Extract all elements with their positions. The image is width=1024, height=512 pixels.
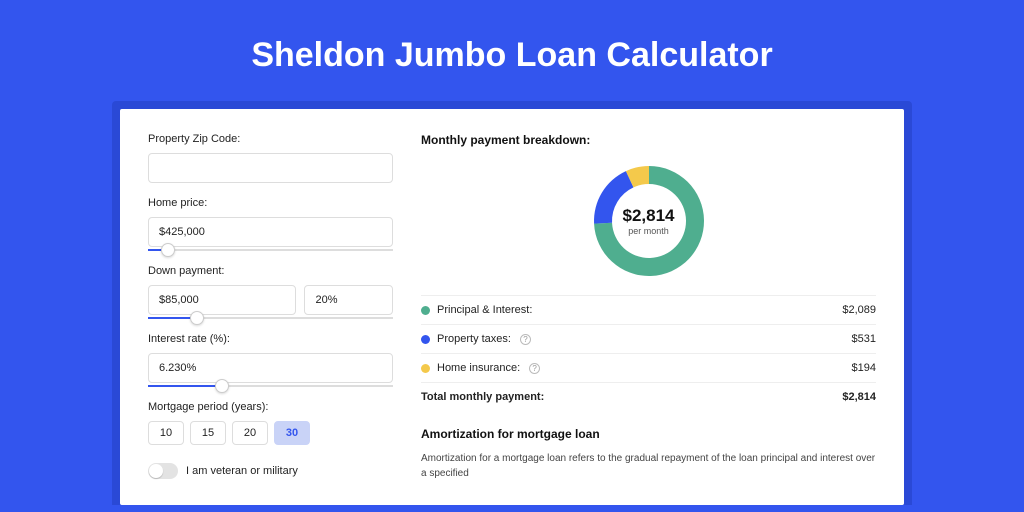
veteran-toggle[interactable] [148,463,178,479]
rate-label: Interest rate (%): [148,333,393,345]
breakdown-title: Monthly payment breakdown: [421,133,876,147]
legend-label: Principal & Interest: [437,304,532,316]
total-value: $2,814 [842,391,876,403]
down-slider[interactable] [148,317,393,319]
zip-field: Property Zip Code: [148,133,393,183]
total-row: Total monthly payment: $2,814 [421,382,876,411]
calculator-card: Property Zip Code: Home price: Down paym… [120,109,904,505]
rate-slider[interactable] [148,385,393,387]
info-icon[interactable]: ? [520,334,531,345]
page-title: Sheldon Jumbo Loan Calculator [0,0,1024,101]
veteran-row: I am veteran or military [148,463,393,479]
donut-wrap: $2,814 per month [421,161,876,281]
rate-field: Interest rate (%): [148,333,393,387]
donut-sub: per month [623,226,675,236]
info-icon[interactable]: ? [529,363,540,374]
down-pct-input[interactable] [304,285,393,315]
price-label: Home price: [148,197,393,209]
veteran-label: I am veteran or military [186,465,298,477]
legend-row: Home insurance:? $194 [421,353,876,382]
price-slider[interactable] [148,249,393,251]
legend: Principal & Interest: $2,089 Property taxe… [421,295,876,382]
legend-dot [421,335,430,344]
period-option-20[interactable]: 20 [232,421,268,445]
legend-label: Property taxes: [437,333,511,345]
legend-row: Principal & Interest: $2,089 [421,295,876,324]
down-field: Down payment: [148,265,393,319]
rate-input[interactable] [148,353,393,383]
toggle-knob [149,464,163,478]
zip-label: Property Zip Code: [148,133,393,145]
legend-amount: $2,089 [842,304,876,316]
zip-input[interactable] [148,153,393,183]
breakdown-column: Monthly payment breakdown: $2,814 per mo… [421,133,876,481]
period-field: Mortgage period (years): 10152030 [148,401,393,445]
period-option-10[interactable]: 10 [148,421,184,445]
down-label: Down payment: [148,265,393,277]
period-label: Mortgage period (years): [148,401,393,413]
legend-amount: $194 [852,362,876,374]
legend-amount: $531 [852,333,876,345]
inputs-column: Property Zip Code: Home price: Down paym… [148,133,393,481]
legend-row: Property taxes:? $531 [421,324,876,353]
donut-center: $2,814 per month [623,206,675,236]
legend-dot [421,364,430,373]
down-slider-thumb[interactable] [190,311,204,325]
donut-value: $2,814 [623,206,675,226]
legend-dot [421,306,430,315]
period-option-30[interactable]: 30 [274,421,310,445]
price-field: Home price: [148,197,393,251]
donut-chart: $2,814 per month [589,161,709,281]
amort-text: Amortization for a mortgage loan refers … [421,451,876,481]
amort-title: Amortization for mortgage loan [421,427,876,441]
price-input[interactable] [148,217,393,247]
total-label: Total monthly payment: [421,391,544,403]
down-amount-input[interactable] [148,285,296,315]
rate-slider-thumb[interactable] [215,379,229,393]
price-slider-thumb[interactable] [161,243,175,257]
card-outer: Property Zip Code: Home price: Down paym… [112,101,912,505]
period-option-15[interactable]: 15 [190,421,226,445]
legend-label: Home insurance: [437,362,520,374]
